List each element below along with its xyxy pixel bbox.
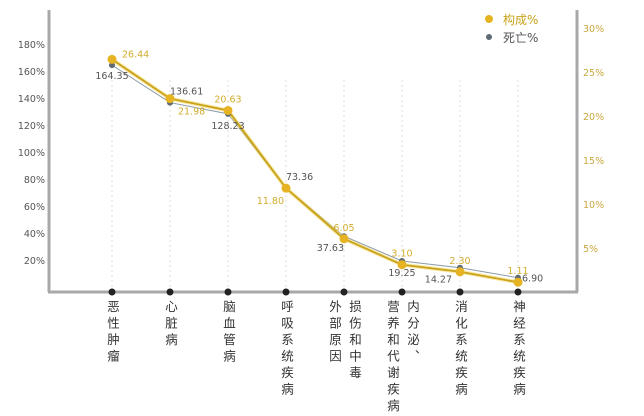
composition-point <box>223 105 233 115</box>
death-point <box>109 62 115 69</box>
composition-point <box>339 234 349 244</box>
category-label: 脑血管病 <box>220 300 236 366</box>
composition-data-label: 6.05 <box>333 223 354 234</box>
death-data-label: 14.27 <box>425 275 452 286</box>
category-tick-dot <box>224 288 232 296</box>
composition-data-label: 3.10 <box>391 249 412 260</box>
left-tick-label: 100% <box>18 148 45 159</box>
category-label-column: 营养和代谢疾病 <box>385 300 400 416</box>
chart: 20% 40% 60% 80% 100% 120% 140% 160% 180% 5% 10% 15%… <box>18 10 604 296</box>
right-tick-label: 15% <box>583 156 604 167</box>
category-label-column: 呼吸系统疾病 <box>279 300 294 399</box>
category-label-column: 恶性肿瘤 <box>105 300 120 366</box>
category-label: 心脏病 <box>162 300 178 350</box>
category-label: 内分泌、 营养和代谢疾病 <box>384 300 420 416</box>
category-label-column: 脑血管病 <box>221 300 236 366</box>
death-data-label: 128.23 <box>211 121 244 132</box>
category-tick-dot <box>108 288 116 296</box>
left-tick-label: 180% <box>18 40 45 51</box>
category-label: 恶性肿瘤 <box>104 300 120 366</box>
category-label-column: 外部原因 <box>327 300 342 366</box>
category-label-column: 心脏病 <box>163 300 178 350</box>
composition-point <box>397 260 407 270</box>
category-label-column: 神经系统疾病 <box>511 300 526 399</box>
composition-data-label: 26.44 <box>122 49 149 60</box>
composition-data-label: 21.98 <box>178 107 205 118</box>
left-tick-label: 80% <box>24 175 45 186</box>
right-tick-label: 30% <box>583 24 604 35</box>
composition-point <box>281 183 291 193</box>
left-tick-label: 20% <box>24 256 45 267</box>
right-tick-label: 5% <box>583 244 598 255</box>
death-data-label: 136.61 <box>170 87 203 98</box>
composition-data-label: 20.63 <box>214 94 241 105</box>
death-data-label: 164.35 <box>95 71 128 82</box>
left-tick-label: 140% <box>18 94 45 105</box>
composition-data-label: 1.11 <box>507 266 528 277</box>
category-tick-dot <box>456 288 464 296</box>
category-label: 消化系统疾病 <box>452 300 468 399</box>
legend-marker-composition <box>485 15 493 23</box>
category-label-column: 内分泌、 <box>405 300 420 366</box>
left-tick-label: 40% <box>24 229 45 240</box>
category-label: 神经系统疾病 <box>510 300 526 399</box>
category-tick-dot <box>398 288 406 296</box>
legend-label-composition: 构成% <box>503 12 538 27</box>
death-data-label: 73.36 <box>286 172 313 183</box>
death-data-label: 37.63 <box>317 243 344 254</box>
right-tick-label: 25% <box>583 68 604 79</box>
death-data-label: 6.90 <box>522 274 543 285</box>
category-label: 损伤和中毒 外部原因 <box>326 300 362 383</box>
composition-point <box>455 267 465 277</box>
death-data-label: 19.25 <box>388 268 415 279</box>
right-tick-label: 20% <box>583 112 604 123</box>
category-tick-dot <box>514 288 522 296</box>
series-line-composition <box>111 58 519 284</box>
left-tick-label: 60% <box>24 202 45 213</box>
left-tick-label: 120% <box>18 121 45 132</box>
category-tick-dot <box>340 288 348 296</box>
composition-point <box>107 54 117 64</box>
composition-point <box>165 94 175 104</box>
composition-point <box>513 277 523 287</box>
category-label: 呼吸系统疾病 <box>278 300 294 399</box>
composition-data-label: 11.80 <box>257 196 284 207</box>
category-tick-dot <box>166 288 174 296</box>
category-label-column: 消化系统疾病 <box>453 300 468 399</box>
category-tick-dot <box>282 288 290 296</box>
right-tick-label: 10% <box>583 200 604 211</box>
category-label-column: 损伤和中毒 <box>347 300 362 383</box>
legend-marker-death <box>486 34 492 40</box>
legend-label-death: 死亡% <box>503 31 538 45</box>
composition-data-label: 2.30 <box>449 256 470 267</box>
left-tick-label: 160% <box>18 67 45 78</box>
